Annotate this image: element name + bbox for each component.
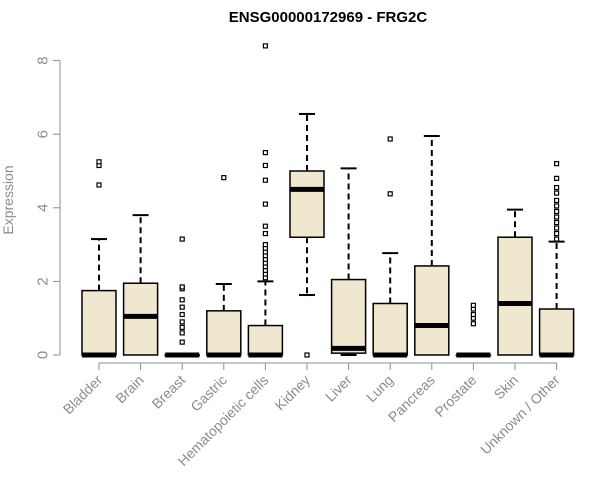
- outlier-point: [96, 182, 102, 188]
- box-iqr: [497, 236, 533, 356]
- outlier-point: [262, 201, 268, 207]
- y-tick-label: 4: [34, 204, 51, 212]
- outlier-point: [262, 242, 268, 248]
- outlier-point: [179, 236, 185, 242]
- x-tick-label: Liver: [322, 372, 355, 405]
- y-tick-label: 0: [34, 351, 51, 359]
- box-iqr: [372, 302, 408, 356]
- box-gastric: [206, 175, 242, 358]
- outlier-point: [553, 236, 560, 242]
- outlier-point: [179, 330, 185, 336]
- outlier-point: [470, 302, 476, 308]
- outlier-point: [262, 177, 268, 183]
- y-axis: 0 2 4 6 8: [34, 56, 61, 359]
- box-kidney: [289, 112, 325, 358]
- box-iqr: [289, 170, 325, 238]
- x-tick-label: Breast: [148, 372, 188, 412]
- outlier-point: [179, 297, 185, 303]
- outlier-point: [553, 175, 560, 181]
- box-brain: [122, 214, 159, 356]
- outlier-point: [470, 311, 476, 318]
- outlier-point: [221, 175, 227, 181]
- x-tick-label: Unknown / Other: [477, 372, 563, 458]
- x-tick-label: Brain: [112, 372, 146, 406]
- x-tick-label: Kidney: [272, 372, 314, 414]
- outlier-point: [179, 284, 185, 290]
- outlier-point: [470, 321, 476, 327]
- outlier-point: [304, 352, 310, 358]
- outlier-point: [387, 191, 393, 197]
- x-tick-label: Skin: [491, 372, 522, 403]
- outlier-point: [553, 208, 560, 215]
- outlier-point: [262, 162, 268, 169]
- outlier-point: [179, 339, 185, 345]
- x-tick-label: Bladder: [60, 372, 106, 418]
- box-iqr: [206, 310, 242, 356]
- outlier-point: [553, 214, 560, 220]
- box-skin: [497, 208, 533, 356]
- y-tick-label: 8: [34, 56, 51, 64]
- box-iqr: [414, 265, 450, 356]
- box-iqr: [122, 282, 159, 356]
- outlier-point: [179, 304, 185, 310]
- box-liver: [330, 167, 367, 356]
- chart-title: ENSG00000172969 - FRG2C: [229, 9, 428, 26]
- outlier-point: [553, 203, 560, 209]
- box-iqr: [81, 289, 117, 356]
- box-bladder: [81, 159, 117, 358]
- box-iqr: [247, 324, 284, 356]
- box-hematopoietic-cells: [247, 43, 284, 358]
- outlier-point: [387, 136, 393, 142]
- box-prostate: [455, 302, 492, 358]
- outlier-point: [553, 225, 560, 231]
- outlier-point: [262, 230, 268, 237]
- box-unknown-other: [538, 161, 575, 358]
- y-tick-label: 6: [34, 130, 51, 138]
- outlier-point: [179, 324, 185, 330]
- box-pancreas: [414, 135, 450, 356]
- outlier-point: [262, 43, 268, 49]
- outlier-point: [553, 190, 560, 196]
- box-iqr: [538, 308, 575, 356]
- outlier-point: [553, 219, 560, 226]
- x-tick-label: Prostate: [431, 372, 479, 420]
- outlier-point: [96, 159, 102, 165]
- box-breast: [164, 236, 200, 358]
- x-tick-label: Lung: [363, 372, 396, 405]
- y-tick-label: 2: [34, 277, 51, 285]
- outlier-point: [553, 184, 560, 191]
- outlier-point: [262, 223, 268, 229]
- outlier-point: [553, 197, 560, 204]
- outlier-point: [553, 161, 560, 167]
- outlier-point: [553, 230, 560, 237]
- outlier-point: [262, 150, 268, 156]
- box-lung: [372, 136, 408, 358]
- box-iqr: [330, 278, 367, 354]
- outlier-point: [179, 311, 185, 318]
- boxes-group: [81, 43, 575, 358]
- outlier-point: [179, 319, 185, 325]
- y-axis-label: Expression: [0, 165, 16, 234]
